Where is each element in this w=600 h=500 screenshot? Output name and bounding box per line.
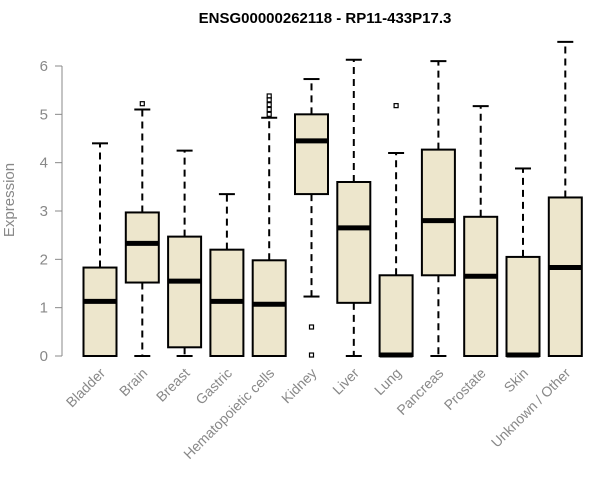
y-axis-label: Expression (1, 163, 18, 237)
outlier-kidney-1 (308, 352, 315, 358)
outlier-hematopoietic-cells-1 (266, 106, 272, 113)
outlier-hematopoietic-cells-2 (266, 102, 272, 108)
outlier-kidney-0 (308, 324, 315, 330)
box-pancreas (420, 60, 456, 357)
y-tick-label-0: 0 (40, 348, 48, 365)
outlier-lung-0 (393, 103, 399, 109)
outlier-hematopoietic-cells-0 (266, 111, 272, 117)
y-axis: 0 1 2 3 4 5 6 (40, 58, 63, 365)
box-liver (336, 58, 372, 357)
y-tick-label-3: 3 (40, 203, 48, 220)
box-series (82, 40, 583, 358)
y-tick-label-5: 5 (40, 106, 48, 123)
box-unknown-other (547, 40, 583, 357)
box-lung (378, 103, 414, 358)
y-tick-label-6: 6 (40, 58, 48, 75)
box-body-hematopoietic-cells (251, 259, 287, 357)
y-tick-label-2: 2 (40, 251, 48, 268)
box-body-pancreas (420, 148, 456, 277)
box-body-kidney (294, 113, 329, 196)
box-body-prostate (463, 215, 499, 357)
x-tick-label-bladder: Bladder (63, 365, 109, 411)
box-body-bladder (82, 266, 118, 357)
x-tick-label-brain: Brain (116, 365, 150, 399)
x-tick-label-skin: Skin (501, 365, 532, 396)
chart-title: ENSG00000262118 - RP11-433P17.3 (199, 10, 452, 27)
box-hematopoietic-cells (251, 93, 287, 357)
box-body-skin (505, 255, 541, 357)
x-tick-label-breast: Breast (153, 365, 193, 405)
box-body-liver (336, 181, 372, 304)
x-tick-label-lung: Lung (371, 365, 404, 398)
x-tick-label-prostate: Prostate (441, 365, 489, 413)
box-body-lung (378, 274, 414, 357)
box-body-breast (167, 235, 203, 349)
outlier-hematopoietic-cells-4 (266, 93, 272, 99)
box-brain (124, 101, 160, 357)
box-bladder (82, 142, 118, 357)
outlier-brain-0 (139, 101, 145, 107)
y-tick-label-4: 4 (40, 155, 48, 172)
box-kidney (294, 78, 329, 358)
box-skin (505, 167, 541, 358)
box-body-unknown-other (547, 196, 583, 357)
y-tick-label-1: 1 (40, 300, 48, 317)
x-tick-label-kidney: Kidney (278, 365, 320, 407)
box-prostate (463, 105, 499, 357)
x-tick-label-liver: Liver (329, 365, 362, 398)
x-tick-label-pancreas: Pancreas (393, 365, 446, 418)
box-body-brain (124, 211, 160, 284)
box-gastric (209, 193, 245, 358)
box-breast (167, 149, 203, 357)
x-tick-label-unknown-other: Unknown / Other (488, 365, 574, 451)
